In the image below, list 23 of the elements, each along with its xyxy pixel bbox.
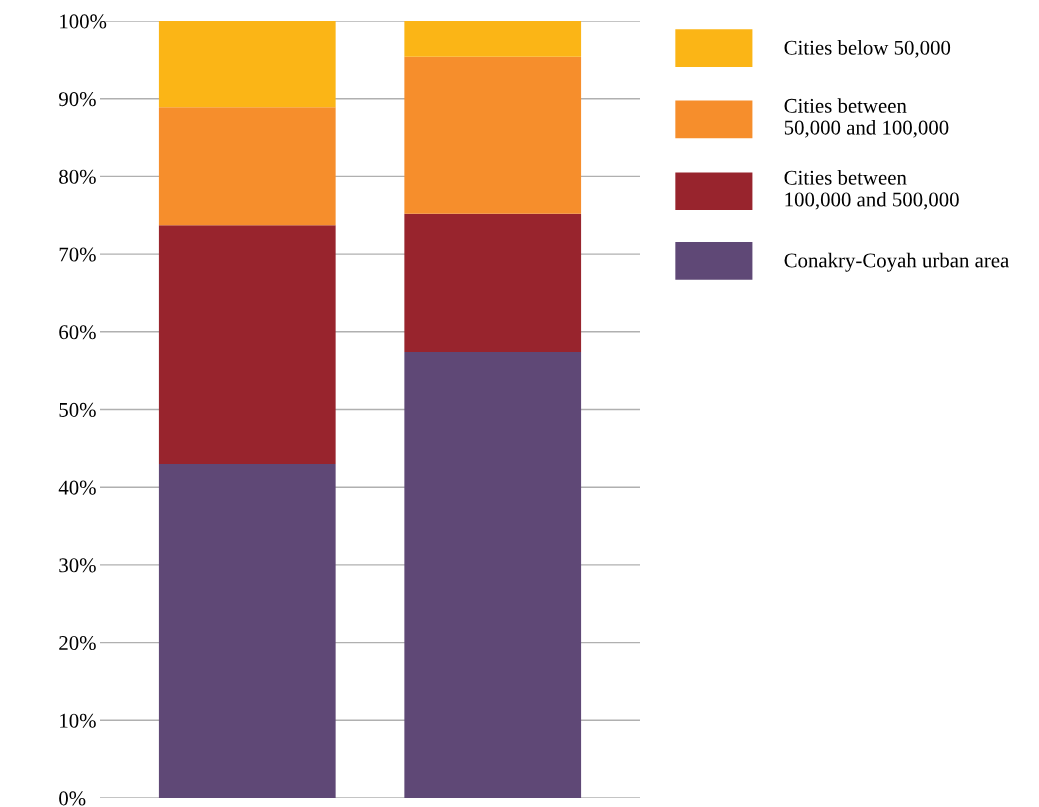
y-tick-label: 70% [59, 247, 96, 262]
bar [158, 107, 336, 226]
legend-label: Cities between 50,000 and 100,000 [784, 98, 949, 138]
bar [404, 56, 582, 214]
y-tick-label: 80% [59, 169, 96, 184]
y-tick-label: 20% [59, 635, 96, 651]
y-tick-label: 60% [59, 325, 96, 340]
y-tick-label: 40% [58, 480, 96, 495]
legend-label: Cities between 100,000 and 500,000 [784, 170, 959, 210]
bar [158, 21, 336, 108]
legend-label: Cities below 50,000 [784, 40, 951, 58]
bar [404, 352, 582, 798]
y-tick-label: 0% [59, 791, 86, 806]
bar [404, 213, 582, 352]
y-tick-label: 50% [59, 402, 96, 417]
y-tick-label: 10% [60, 713, 96, 728]
y-tick-label: 90% [59, 92, 96, 107]
y-tick-label: 100% [60, 14, 107, 29]
bar [158, 225, 336, 464]
bar [404, 21, 582, 57]
y-tick-label: 30% [59, 558, 96, 573]
legend-label: Conakry-Coyah urban area [784, 252, 1009, 272]
bar [158, 463, 336, 798]
